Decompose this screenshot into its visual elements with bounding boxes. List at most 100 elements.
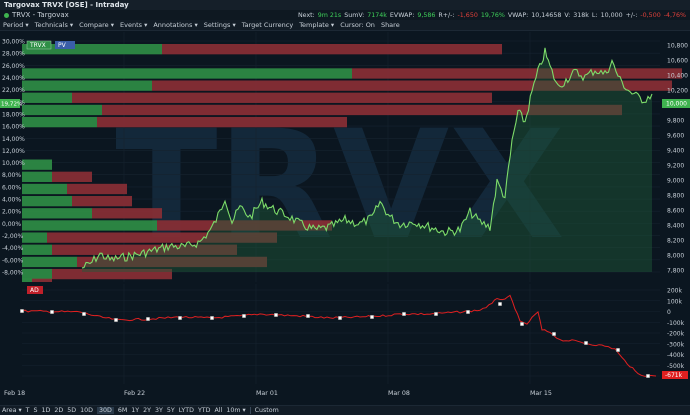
pv-bar-up <box>22 44 162 55</box>
pv-bar-up <box>22 92 72 103</box>
period-bar: Area ▾ T S 1D 2D 5D 10D 30D 6M 1Y 2Y 3Y 5Y LYTD YTD All… <box>0 405 690 415</box>
period-option[interactable]: All <box>214 407 223 414</box>
period-option[interactable]: 5D <box>67 407 77 414</box>
period-option[interactable]: Area ▾ <box>2 407 22 414</box>
x-tick-label: Mar 01 <box>256 390 278 397</box>
price-chart[interactable]: TRVX30,00%28,00%26,00%24,00%22,00%20,00%… <box>0 32 690 289</box>
instrument-label: TRVX - Targovax <box>12 11 69 19</box>
pct-tick-label: 6,00% <box>2 184 21 191</box>
stat-label: R+/-: <box>438 11 455 19</box>
ad-marker <box>50 310 55 315</box>
pv-bar-down <box>52 268 172 280</box>
price-tick-label: 10,800 <box>667 43 688 50</box>
stat-label: SumV: <box>344 11 365 19</box>
pct-tick-label: 26,00% <box>2 63 25 70</box>
price-tick-label: 10,600 <box>667 58 688 65</box>
ad-marker <box>498 302 503 307</box>
pct-tick-label: 18,00% <box>2 111 25 118</box>
pct-tick-label: 4,00% <box>2 197 21 204</box>
pv-bar-down <box>52 244 237 255</box>
pv-bar-down <box>72 92 492 103</box>
pct-tag <box>0 99 20 108</box>
period-option[interactable]: YTD <box>197 407 211 414</box>
pct-tick-label: 28,00% <box>2 51 25 58</box>
pv-bar-up <box>22 232 47 243</box>
price-tick-label: 9,600 <box>667 133 684 140</box>
menu-item[interactable]: Period ▾ <box>3 21 29 29</box>
pv-bar-down <box>157 220 332 231</box>
ad-marker <box>306 314 311 319</box>
price-tick-label: 7,800 <box>667 268 684 275</box>
stat-value: 318k <box>573 11 589 19</box>
toolbar-menu: Period ▾ Technicals ▾ Compare ▾ Events ▾ Ann… <box>0 20 690 31</box>
price-tick-label: 9,800 <box>667 118 684 125</box>
price-tick-label: 9,200 <box>667 163 684 170</box>
pct-tick-label: -2,00% <box>2 233 24 240</box>
pv-bar-up <box>22 68 352 79</box>
period-option[interactable]: 1Y <box>131 407 140 414</box>
pv-bar-up <box>22 80 152 91</box>
ad-marker <box>616 347 621 352</box>
stat-value: -0,500 <box>640 11 661 19</box>
menu-item[interactable]: Compare ▾ <box>79 21 114 29</box>
period-option[interactable]: 10D <box>80 407 93 414</box>
ad-marker <box>113 318 118 323</box>
pv-bar-down <box>67 183 127 195</box>
pv-bar-down <box>102 104 622 116</box>
price-area <box>82 47 652 272</box>
menu-item[interactable]: Settings ▾ <box>203 21 236 29</box>
pct-tick-label: 2,00% <box>2 209 21 216</box>
ad-chart[interactable]: 200k100k0-100k-200k-300k-400k-500k-600kA… <box>0 284 690 384</box>
ad-marker <box>520 322 525 327</box>
pv-badge-label: PV <box>58 42 67 49</box>
pv-bar-down <box>47 232 277 243</box>
period-option[interactable]: 2D <box>54 407 64 414</box>
ad-marker <box>209 316 214 321</box>
period-option[interactable]: 10m ▾ <box>226 407 246 414</box>
pct-tick-label: 14,00% <box>2 136 25 143</box>
menu-item[interactable]: Template ▾ <box>299 21 335 29</box>
period-option[interactable]: 3Y <box>155 407 163 414</box>
period-option[interactable]: S <box>33 407 38 414</box>
menu-item[interactable]: Annotations ▾ <box>153 21 198 29</box>
menu-item[interactable]: Cursor: On <box>340 21 375 29</box>
pct-tick-label: -4,00% <box>2 245 24 252</box>
ad-marker <box>434 312 439 317</box>
instrument-bar: TRVX - Targovax <box>0 10 690 20</box>
menu-item[interactable]: Technicals ▾ <box>34 21 74 29</box>
period-option[interactable]: 2Y <box>143 407 152 414</box>
pv-bar-down <box>152 80 672 91</box>
pv-bar-up <box>22 220 157 231</box>
menu-item[interactable]: Events ▾ <box>120 21 148 29</box>
ad-marker <box>241 314 246 319</box>
ad-marker <box>81 312 86 317</box>
ad-marker <box>274 313 279 318</box>
period-option[interactable]: 5Y <box>166 407 175 414</box>
menu-item[interactable]: Target Currency <box>241 21 294 29</box>
pv-bar-up <box>22 268 52 280</box>
period-option[interactable]: T <box>25 407 30 414</box>
stat-label: L: <box>591 11 598 19</box>
ad-marker <box>145 317 150 322</box>
period-option[interactable]: LYTD <box>178 407 194 414</box>
period-option[interactable]: 6M <box>117 407 128 414</box>
pv-bar-up <box>22 244 52 255</box>
stat-value: 10,000 <box>600 11 623 19</box>
price-tick-label: 8,200 <box>667 238 684 245</box>
stat-label: Next: <box>297 11 315 19</box>
pv-bar-down <box>92 208 162 219</box>
ad-tag-label: -671k <box>665 372 683 379</box>
ad-marker <box>584 341 589 346</box>
ad-tag <box>662 371 688 379</box>
period-option[interactable]: 30D <box>96 407 114 414</box>
ad-tick-label: 100k <box>667 298 682 305</box>
menu-item[interactable]: Share <box>380 21 400 29</box>
stats-bar: Next: 9m 21s SumV: 7174k EVWAP: 9,586 R+/-: -1,… <box>298 10 686 20</box>
x-tick-label: Mar 08 <box>388 390 410 397</box>
period-option[interactable]: Custom <box>249 407 279 414</box>
pv-bar-up <box>22 195 72 207</box>
period-option[interactable]: 1D <box>41 407 51 414</box>
trvx-badge-label: TRVX <box>29 42 46 49</box>
ad-marker <box>646 373 651 378</box>
ad-marker <box>552 332 557 337</box>
